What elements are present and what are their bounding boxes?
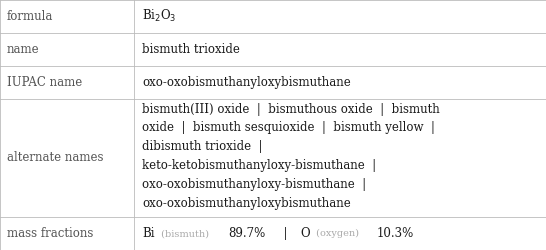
Text: (bismuth): (bismuth) [158, 229, 212, 238]
Text: Bi$_2$O$_3$: Bi$_2$O$_3$ [142, 8, 176, 24]
Text: dibismuth trioxide  |: dibismuth trioxide | [142, 140, 263, 153]
Text: (oxygen): (oxygen) [313, 229, 362, 238]
Text: oxo-oxobismuthanyloxybismuthane: oxo-oxobismuthanyloxybismuthane [142, 196, 351, 209]
Text: bismuth(III) oxide  |  bismuthous oxide  |  bismuth: bismuth(III) oxide | bismuthous oxide | … [142, 102, 440, 116]
Text: oxo-oxobismuthanyloxy-bismuthane  |: oxo-oxobismuthanyloxy-bismuthane | [142, 178, 366, 191]
Text: bismuth trioxide: bismuth trioxide [142, 43, 240, 56]
Text: oxide  |  bismuth sesquioxide  |  bismuth yellow  |: oxide | bismuth sesquioxide | bismuth ye… [142, 121, 435, 134]
Text: oxo-oxobismuthanyloxybismuthane: oxo-oxobismuthanyloxybismuthane [142, 76, 351, 89]
Text: IUPAC name: IUPAC name [7, 76, 82, 89]
Text: 10.3%: 10.3% [376, 227, 413, 240]
Text: alternate names: alternate names [7, 152, 103, 164]
Text: mass fractions: mass fractions [7, 227, 93, 240]
Text: Bi: Bi [142, 227, 155, 240]
Text: |: | [276, 227, 295, 240]
Text: formula: formula [7, 10, 53, 23]
Text: O: O [300, 227, 310, 240]
Text: keto-ketobismuthanyloxy-bismuthane  |: keto-ketobismuthanyloxy-bismuthane | [142, 159, 376, 172]
Text: name: name [7, 43, 39, 56]
Text: 89.7%: 89.7% [228, 227, 265, 240]
